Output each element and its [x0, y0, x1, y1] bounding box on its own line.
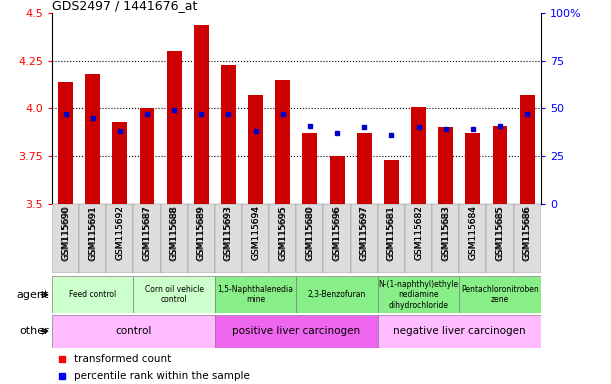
Text: GSM115694: GSM115694: [251, 205, 260, 260]
Bar: [302, 133, 317, 204]
Text: GSM115685: GSM115685: [496, 205, 505, 261]
Text: GSM115691: GSM115691: [88, 205, 97, 260]
Bar: [167, 51, 181, 204]
Bar: [215, 315, 378, 348]
Text: GSM115697: GSM115697: [360, 205, 368, 261]
Text: GSM115694: GSM115694: [251, 205, 260, 260]
Text: GSM115693: GSM115693: [224, 205, 233, 261]
Bar: [357, 133, 371, 204]
Text: GSM115687: GSM115687: [142, 205, 152, 261]
Text: GSM115680: GSM115680: [306, 205, 315, 261]
Bar: [405, 204, 432, 273]
Text: transformed count: transformed count: [74, 354, 171, 364]
Text: GSM115681: GSM115681: [387, 205, 396, 260]
Text: GSM115687: GSM115687: [142, 205, 152, 260]
Bar: [248, 95, 263, 204]
Bar: [133, 204, 161, 273]
Text: GSM115684: GSM115684: [469, 205, 477, 260]
Text: N-(1-naphthyl)ethyle
nediamine
dihydrochloride: N-(1-naphthyl)ethyle nediamine dihydroch…: [378, 280, 459, 310]
Bar: [133, 276, 215, 313]
Bar: [520, 95, 535, 204]
Bar: [466, 133, 480, 204]
Text: 2,3-Benzofuran: 2,3-Benzofuran: [308, 290, 366, 299]
Bar: [106, 204, 133, 273]
Bar: [221, 65, 236, 204]
Text: GSM115682: GSM115682: [414, 205, 423, 260]
Bar: [459, 276, 541, 313]
Bar: [378, 276, 459, 313]
Text: control: control: [115, 326, 152, 336]
Bar: [112, 122, 127, 204]
Text: GSM115697: GSM115697: [360, 205, 368, 260]
Text: GSM115693: GSM115693: [224, 205, 233, 260]
Text: GSM115695: GSM115695: [278, 205, 287, 261]
Text: agent: agent: [16, 290, 49, 300]
Text: GSM115688: GSM115688: [170, 205, 178, 260]
Bar: [269, 204, 296, 273]
Text: GSM115696: GSM115696: [332, 205, 342, 260]
Bar: [514, 204, 541, 273]
Bar: [161, 204, 188, 273]
Bar: [52, 315, 215, 348]
Text: GSM115683: GSM115683: [441, 205, 450, 261]
Text: percentile rank within the sample: percentile rank within the sample: [74, 371, 250, 381]
Text: Corn oil vehicle
control: Corn oil vehicle control: [145, 285, 203, 305]
Text: GSM115686: GSM115686: [522, 205, 532, 261]
Text: GSM115688: GSM115688: [170, 205, 178, 261]
Text: GSM115686: GSM115686: [522, 205, 532, 260]
Text: GSM115684: GSM115684: [469, 205, 477, 260]
Bar: [58, 82, 73, 204]
Bar: [85, 74, 100, 204]
Text: GSM115695: GSM115695: [278, 205, 287, 260]
Text: GSM115689: GSM115689: [197, 205, 206, 260]
Text: GSM115685: GSM115685: [496, 205, 505, 260]
Text: negative liver carcinogen: negative liver carcinogen: [393, 326, 525, 336]
Bar: [188, 204, 215, 273]
Bar: [52, 204, 79, 273]
Bar: [378, 204, 405, 273]
Text: GSM115696: GSM115696: [332, 205, 342, 261]
Bar: [459, 204, 486, 273]
Text: GSM115690: GSM115690: [61, 205, 70, 260]
Bar: [215, 276, 296, 313]
Text: GSM115681: GSM115681: [387, 205, 396, 261]
Bar: [486, 204, 514, 273]
Bar: [79, 204, 106, 273]
Bar: [296, 276, 378, 313]
Bar: [432, 204, 459, 273]
Bar: [323, 204, 351, 273]
Bar: [194, 25, 209, 204]
Text: Feed control: Feed control: [69, 290, 116, 299]
Text: GSM115682: GSM115682: [414, 205, 423, 260]
Text: Pentachloronitroben
zene: Pentachloronitroben zene: [461, 285, 539, 305]
Bar: [378, 315, 541, 348]
Text: GSM115692: GSM115692: [115, 205, 124, 260]
Text: GSM115691: GSM115691: [88, 205, 97, 261]
Text: GSM115692: GSM115692: [115, 205, 124, 260]
Bar: [52, 276, 133, 313]
Text: GSM115690: GSM115690: [61, 205, 70, 261]
Text: GSM115689: GSM115689: [197, 205, 206, 261]
Bar: [384, 160, 399, 204]
Bar: [242, 204, 269, 273]
Text: GDS2497 / 1441676_at: GDS2497 / 1441676_at: [52, 0, 197, 12]
Text: positive liver carcinogen: positive liver carcinogen: [232, 326, 360, 336]
Bar: [438, 127, 453, 204]
Text: other: other: [19, 326, 49, 336]
Text: GSM115680: GSM115680: [306, 205, 315, 260]
Bar: [215, 204, 242, 273]
Text: 1,5-Naphthalenedia
mine: 1,5-Naphthalenedia mine: [218, 285, 294, 305]
Text: GSM115683: GSM115683: [441, 205, 450, 260]
Bar: [139, 108, 155, 204]
Bar: [296, 204, 323, 273]
Bar: [329, 156, 345, 204]
Bar: [492, 126, 508, 204]
Bar: [351, 204, 378, 273]
Bar: [276, 80, 290, 204]
Bar: [411, 107, 426, 204]
